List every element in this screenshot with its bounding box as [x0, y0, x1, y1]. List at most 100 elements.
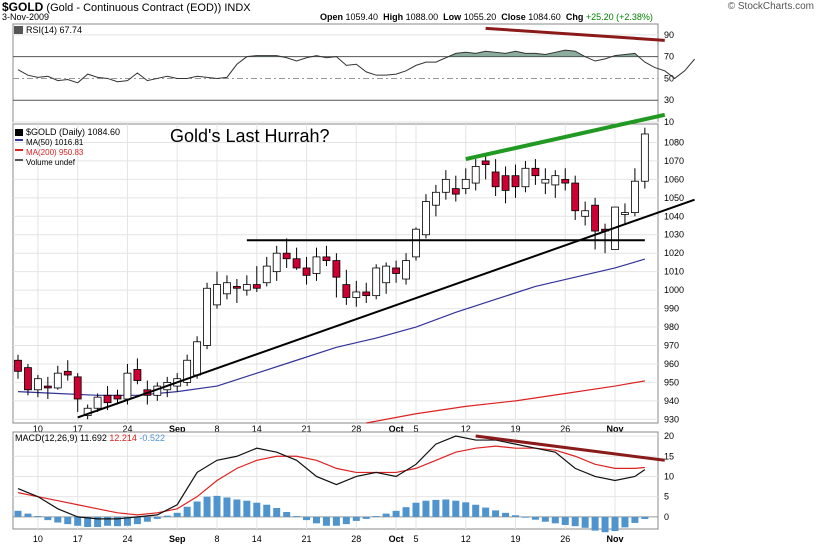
macd-histogram-bar [183, 506, 191, 517]
macd-histogram-bar [382, 513, 390, 517]
candle-body [312, 256, 321, 274]
candle-body [223, 282, 231, 295]
candle-body [193, 341, 202, 376]
price-legend-label-3: Volume undef [26, 158, 76, 167]
candle-body [481, 160, 490, 166]
candle-body [382, 265, 391, 284]
candle-body [43, 385, 52, 389]
macd-histogram-bar [571, 516, 579, 527]
macd-legend-item-0: MACD(12,26,9) [15, 433, 78, 443]
macd-legend-item-2: 12.214 [107, 433, 137, 443]
macd-histogram-bar [352, 516, 360, 521]
close-label: Close [501, 12, 526, 22]
macd-histogram-bar [531, 516, 539, 520]
rsi-tick-label-70: 70 [664, 52, 674, 62]
candle-body [640, 133, 649, 182]
chg-value: +25.20 (+2.38%) [585, 12, 653, 22]
candle-body [451, 188, 460, 195]
rsi-line [17, 49, 695, 84]
candle-body [571, 182, 580, 212]
macd-histogram-bar [452, 500, 460, 517]
macd-histogram-bar [462, 502, 470, 517]
price-tick-label-1080: 1080 [664, 137, 684, 147]
candle-body [242, 284, 251, 291]
macd-histogram-bar [332, 516, 340, 526]
price-tick-label-970: 970 [664, 340, 679, 350]
candle-body [392, 267, 401, 274]
price-xtick-label-21: 21 [302, 424, 312, 434]
candle-body [591, 204, 599, 232]
macd-histogram-bar [213, 495, 221, 517]
price-legend-swatch-1 [15, 139, 23, 141]
price-legend-swatch-2 [15, 149, 23, 151]
rsi-overbought-fill [18, 50, 658, 57]
candle-body [292, 258, 301, 269]
price-xtick-label-12: 12 [461, 424, 471, 434]
candle-body [332, 260, 341, 278]
macd-xtick-label-26: 26 [560, 534, 570, 544]
price-xtick-label-Sep: Sep [169, 424, 186, 434]
price-legend-swatch-3 [15, 159, 23, 161]
candle-body [63, 370, 72, 376]
candle-body [441, 178, 450, 193]
high-value: 1088.00 [405, 12, 439, 22]
macd-histogram-bar [362, 516, 370, 519]
macd-histogram-bar [621, 516, 629, 528]
candle-body [262, 265, 271, 284]
rsi-panel: 10 30 50 70 90 RSI(14) 67.74 [12, 23, 695, 127]
candle-body [412, 228, 420, 258]
macd-legend: MACD(12,26,9) 11.692 12.214 -0.522 [15, 433, 165, 443]
macd-histogram-bar [163, 515, 171, 517]
candle-body [113, 394, 122, 400]
price-legend-label-0: $GOLD (Daily) 1084.60 [26, 127, 120, 137]
candle-body [272, 252, 281, 273]
candle-body [461, 178, 470, 189]
ma200-line [366, 380, 645, 424]
candle-body [183, 359, 192, 383]
macd-histogram-bar [203, 496, 211, 517]
macd-xtick-label-14: 14 [252, 534, 262, 544]
candle-body [501, 175, 510, 191]
price-legend-label-1: MA(50) 1016.81 [26, 138, 84, 147]
candle-body [621, 212, 629, 215]
macd-histogram-bar [551, 516, 559, 524]
high-label: High [383, 12, 404, 22]
green-up-trendline [465, 112, 666, 162]
macd-histogram-bar [601, 516, 609, 533]
open-label: Open [320, 12, 344, 22]
macd-tick-label-5: 5 [664, 492, 669, 502]
macd-histogram-bar [253, 502, 261, 517]
price-tick-label-1070: 1070 [664, 156, 684, 166]
candle-body [431, 191, 440, 206]
price-tick-label-950: 950 [664, 377, 679, 387]
macd-histogram-bar [342, 516, 350, 525]
macd-histogram-bar [482, 507, 490, 517]
candle-body [24, 367, 32, 391]
macd-histogram-bar [24, 513, 32, 517]
macd-histogram-bar [173, 512, 181, 517]
macd-xtick-label-24: 24 [122, 534, 132, 544]
ohlc-readout: Open 1059.40 High 1088.00 Low 1055.20 Cl… [320, 12, 653, 22]
candle-body [213, 284, 221, 306]
macd-histogram-bar [502, 512, 510, 517]
macd-histogram-bar [412, 502, 420, 517]
macd-histogram-bar [631, 516, 639, 523]
candle-body [282, 252, 291, 260]
macd-histogram-bar [114, 516, 121, 527]
macd-xtick-label-12: 12 [461, 534, 471, 544]
macd-xtick-label-21: 21 [302, 534, 312, 544]
low-label: Low [443, 12, 462, 22]
macd-histogram-bar [74, 516, 82, 526]
price-tick-label-940: 940 [664, 396, 679, 406]
macd-xtick-label-28: 28 [351, 534, 361, 544]
macd-histogram-bar [472, 504, 480, 517]
macd-xtick-label-Sep: Sep [169, 534, 186, 544]
macd-tick-label-10: 10 [664, 471, 674, 481]
candle-body [342, 284, 351, 298]
candle-body [352, 291, 361, 298]
candle-body [631, 180, 639, 213]
price-tick-label-1030: 1030 [664, 230, 684, 240]
rsi-tick-label-50: 50 [664, 73, 674, 83]
candle-body [372, 267, 381, 297]
